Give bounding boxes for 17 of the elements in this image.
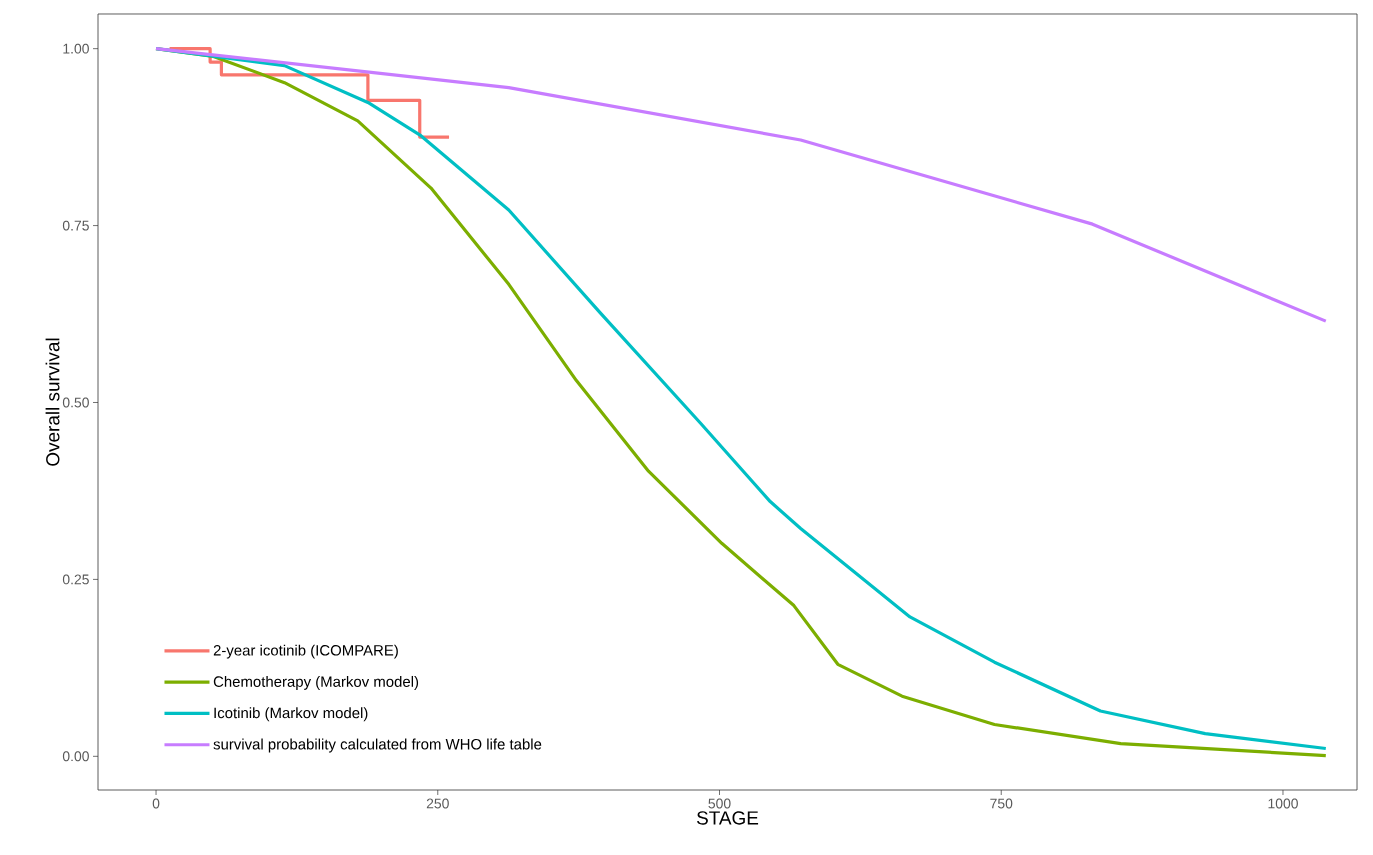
y-tick-label: 0.00	[62, 751, 89, 762]
line-series	[154, 47, 1328, 323]
legend-label: survival probability calculated from WHO life table	[213, 738, 542, 753]
x-tick-label: 250	[426, 798, 449, 809]
x-tick-label: 0	[152, 798, 160, 809]
x-axis-title: STAGE	[696, 811, 759, 825]
y-tick-label: 0.25	[62, 574, 89, 585]
legend-label: 2-year icotinib (ICOMPARE)	[213, 644, 398, 659]
y-tick-label: 0.50	[62, 397, 89, 408]
y-axis-title: Overall survival	[45, 338, 60, 466]
legend-label: Chemotherapy (Markov model)	[213, 675, 419, 690]
y-tick-label: 0.75	[62, 220, 89, 231]
x-tick-label: 750	[990, 798, 1013, 809]
x-tick-label: 1000	[1268, 798, 1298, 809]
y-tick-label: 1.00	[63, 43, 89, 54]
legend-label: Icotinib (Markov model)	[214, 707, 368, 722]
x-tick-label: 500	[708, 798, 731, 809]
